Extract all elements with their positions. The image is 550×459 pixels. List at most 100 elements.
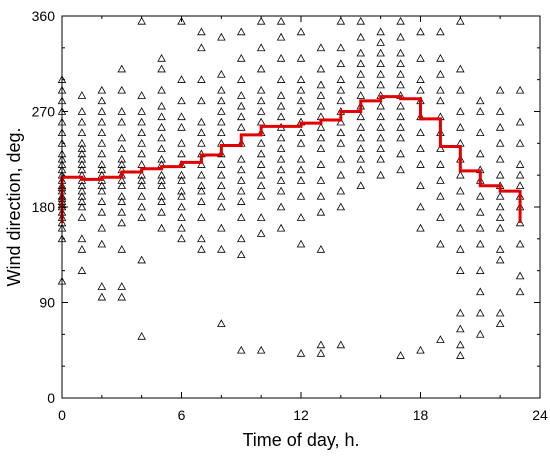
data-point-marker — [456, 122, 465, 131]
data-point-marker — [236, 250, 246, 259]
data-point-marker — [256, 170, 266, 179]
data-point-marker — [276, 223, 286, 232]
scatter-markers — [57, 16, 525, 359]
data-point-marker — [456, 186, 465, 195]
data-point-marker — [256, 107, 266, 115]
data-point-marker — [495, 308, 505, 317]
data-point-marker — [137, 107, 146, 115]
data-point-marker — [276, 186, 286, 195]
data-point-marker — [296, 138, 306, 147]
data-point-marker — [436, 96, 445, 105]
x-tick-label: 0 — [58, 407, 66, 423]
data-point-marker — [197, 43, 206, 52]
data-point-marker — [475, 149, 485, 158]
data-point-marker — [197, 197, 206, 205]
data-point-marker — [396, 59, 405, 68]
data-point-marker — [137, 213, 146, 221]
data-point-marker — [197, 213, 206, 221]
data-point-marker — [276, 16, 286, 25]
data-point-marker — [456, 16, 465, 25]
data-point-marker — [475, 239, 485, 248]
data-point-marker — [197, 96, 206, 105]
data-point-marker — [117, 245, 127, 253]
data-point-marker — [177, 149, 186, 158]
data-point-marker — [256, 16, 266, 25]
data-point-marker — [475, 96, 485, 105]
data-point-marker — [236, 112, 246, 121]
data-point-marker — [396, 165, 405, 174]
data-point-marker — [117, 292, 127, 301]
data-point-marker — [197, 245, 206, 253]
data-point-marker — [376, 38, 385, 46]
data-point-marker — [296, 96, 306, 105]
data-point-marker — [356, 32, 366, 41]
data-point-marker — [117, 191, 127, 200]
data-point-marker — [276, 133, 286, 142]
data-point-marker — [456, 64, 465, 73]
data-point-marker — [256, 160, 266, 168]
data-point-marker — [515, 271, 525, 280]
data-point-marker — [495, 223, 505, 232]
data-point-marker — [217, 128, 226, 137]
data-point-marker — [97, 186, 107, 195]
data-point-marker — [157, 64, 166, 73]
data-point-marker — [376, 80, 385, 89]
data-point-marker — [416, 27, 425, 36]
y-axis-title: Wind direction, deg. — [4, 127, 24, 286]
data-point-marker — [197, 170, 206, 179]
data-point-marker — [515, 181, 525, 190]
data-point-marker — [177, 213, 186, 221]
data-point-marker — [356, 112, 366, 121]
data-point-marker — [256, 85, 266, 94]
data-point-marker — [296, 213, 306, 221]
data-point-marker — [97, 165, 107, 174]
data-point-marker — [77, 197, 87, 205]
data-point-marker — [316, 43, 326, 52]
data-point-marker — [456, 266, 465, 274]
data-point-marker — [177, 96, 186, 105]
data-point-marker — [495, 85, 505, 94]
data-point-marker — [356, 69, 366, 78]
data-point-marker — [515, 218, 525, 227]
data-point-marker — [236, 154, 246, 163]
data-point-marker — [77, 117, 87, 126]
data-point-marker — [97, 197, 107, 205]
data-point-marker — [436, 176, 445, 184]
data-point-marker — [276, 154, 286, 163]
data-point-marker — [97, 138, 107, 147]
data-point-marker — [316, 80, 326, 89]
data-point-marker — [97, 85, 107, 94]
data-point-marker — [97, 107, 107, 115]
data-point-marker — [336, 154, 346, 163]
data-point-marker — [296, 107, 306, 115]
data-point-marker — [515, 160, 525, 168]
data-point-marker — [416, 345, 425, 354]
data-point-marker — [276, 202, 286, 211]
data-point-marker — [495, 255, 505, 264]
data-point-marker — [396, 80, 405, 89]
data-point-marker — [336, 138, 346, 147]
data-point-marker — [316, 101, 326, 110]
data-point-marker — [296, 239, 306, 248]
data-point-marker — [276, 54, 286, 62]
data-point-marker — [256, 43, 266, 52]
data-point-marker — [416, 144, 425, 152]
data-point-marker — [356, 91, 366, 99]
data-point-marker — [137, 332, 146, 340]
data-point-marker — [77, 191, 87, 200]
data-point-marker — [436, 213, 445, 221]
data-point-marker — [436, 191, 445, 200]
data-point-marker — [177, 223, 186, 232]
data-point-marker — [436, 85, 445, 94]
data-point-marker — [515, 117, 525, 126]
data-point-marker — [236, 186, 246, 195]
data-point-marker — [296, 191, 306, 200]
data-point-marker — [316, 191, 326, 200]
data-point-marker — [475, 207, 485, 216]
data-point-marker — [495, 154, 505, 163]
data-point-marker — [117, 133, 127, 142]
data-point-marker — [97, 239, 107, 248]
data-point-marker — [495, 191, 505, 200]
data-point-marker — [276, 101, 286, 110]
data-point-marker — [236, 345, 246, 354]
